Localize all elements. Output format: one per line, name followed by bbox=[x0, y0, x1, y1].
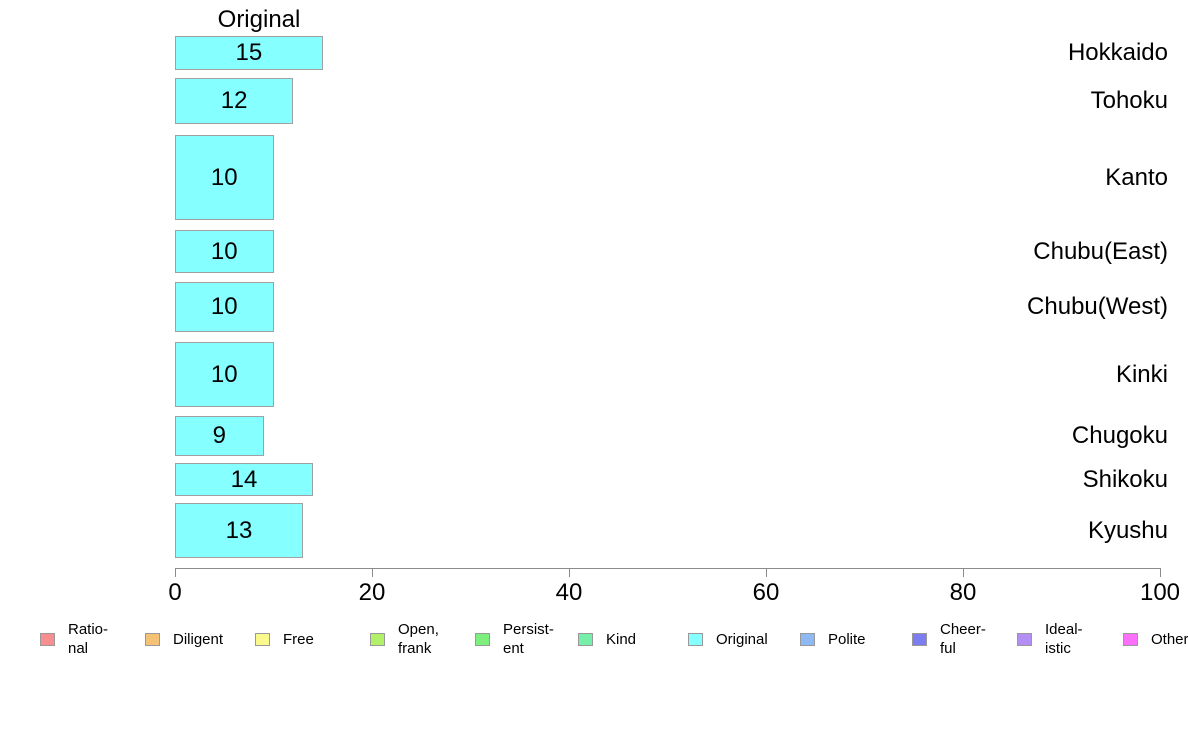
category-label: Kyushu bbox=[1087, 516, 1168, 544]
legend-item: Ratio- nal bbox=[40, 618, 108, 660]
category-label: Kinki bbox=[1115, 360, 1168, 388]
legend-item: Open, frank bbox=[370, 618, 439, 660]
legend-item-label: Kind bbox=[606, 630, 637, 648]
bar-value-label: 15 bbox=[235, 39, 263, 66]
legend-swatch bbox=[688, 632, 703, 646]
bar: 10 bbox=[175, 230, 274, 273]
legend-swatch bbox=[255, 632, 270, 646]
bar: 12 bbox=[175, 78, 294, 124]
legend-item: Original bbox=[688, 618, 768, 660]
legend-item-label: Free bbox=[283, 630, 314, 648]
bar-value-label: 13 bbox=[225, 516, 253, 544]
legend-item: Polite bbox=[800, 618, 866, 660]
legend-swatch bbox=[40, 632, 55, 646]
legend-swatch bbox=[145, 632, 160, 646]
legend-swatch bbox=[370, 632, 385, 646]
legend-swatch bbox=[475, 632, 490, 646]
x-axis-tick-label: 80 bbox=[949, 579, 977, 606]
bar: 15 bbox=[175, 36, 323, 70]
legend-item-label: Original bbox=[716, 630, 768, 648]
legend-swatch bbox=[1017, 632, 1032, 646]
category-label: Chubu(East) bbox=[1033, 237, 1168, 265]
bar-value-label: 12 bbox=[220, 87, 248, 114]
legend-item-label: Ratio- nal bbox=[68, 621, 109, 657]
x-axis-tick-label: 100 bbox=[1139, 579, 1181, 606]
category-label: Shikoku bbox=[1082, 465, 1168, 493]
category-label: Tohoku bbox=[1090, 87, 1168, 114]
bar: 10 bbox=[175, 135, 274, 220]
bar: 14 bbox=[175, 463, 313, 496]
legend-item: Persist- ent bbox=[475, 618, 554, 660]
legend-item-label: Diligent bbox=[173, 630, 224, 648]
bar-value-label: 10 bbox=[210, 360, 238, 388]
legend-swatch bbox=[1123, 632, 1138, 646]
legend-item-label: Polite bbox=[828, 630, 866, 648]
legend-item: Free bbox=[255, 618, 314, 660]
legend-item-label: Other bbox=[1151, 630, 1188, 648]
legend-swatch bbox=[800, 632, 815, 646]
legend-item-label: Persist- ent bbox=[503, 621, 554, 657]
legend-item: Other bbox=[1123, 618, 1188, 660]
legend-item: Cheer- ful bbox=[912, 618, 986, 660]
bar-value-label: 10 bbox=[210, 237, 238, 265]
legend-item-label: Cheer- ful bbox=[940, 621, 986, 657]
bar: 13 bbox=[175, 503, 304, 558]
category-label: Kanto bbox=[1105, 163, 1168, 191]
x-axis-tick-label: 60 bbox=[752, 579, 780, 606]
bar-value-label: 9 bbox=[212, 422, 226, 449]
x-axis-tick bbox=[766, 568, 767, 577]
legend-item-label: Open, frank bbox=[398, 621, 439, 657]
x-axis-tick bbox=[372, 568, 373, 577]
bar-value-label: 14 bbox=[230, 465, 258, 493]
legend-item: Kind bbox=[578, 618, 636, 660]
x-axis-tick bbox=[569, 568, 570, 577]
x-axis-tick bbox=[963, 568, 964, 577]
chart-title: Original bbox=[217, 6, 301, 33]
legend-item: Ideal- istic bbox=[1017, 618, 1083, 660]
legend-item-label: Ideal- istic bbox=[1045, 621, 1083, 657]
legend-swatch bbox=[912, 632, 927, 646]
bar: 10 bbox=[175, 282, 274, 332]
x-axis-line bbox=[175, 568, 1160, 569]
x-axis-tick-label: 20 bbox=[358, 579, 386, 606]
x-axis-tick-label: 40 bbox=[555, 579, 583, 606]
legend-item: Diligent bbox=[145, 618, 223, 660]
category-label: Chugoku bbox=[1071, 422, 1168, 449]
x-axis-tick-label: 0 bbox=[168, 579, 182, 606]
x-axis-tick bbox=[175, 568, 176, 577]
bar: 9 bbox=[175, 416, 264, 456]
category-label: Chubu(West) bbox=[1027, 293, 1168, 320]
bar-value-label: 10 bbox=[210, 163, 238, 191]
category-label: Hokkaido bbox=[1067, 39, 1168, 66]
bar-value-label: 10 bbox=[210, 293, 238, 320]
bar: 10 bbox=[175, 342, 274, 407]
x-axis-tick bbox=[1160, 568, 1161, 577]
legend-swatch bbox=[578, 632, 593, 646]
